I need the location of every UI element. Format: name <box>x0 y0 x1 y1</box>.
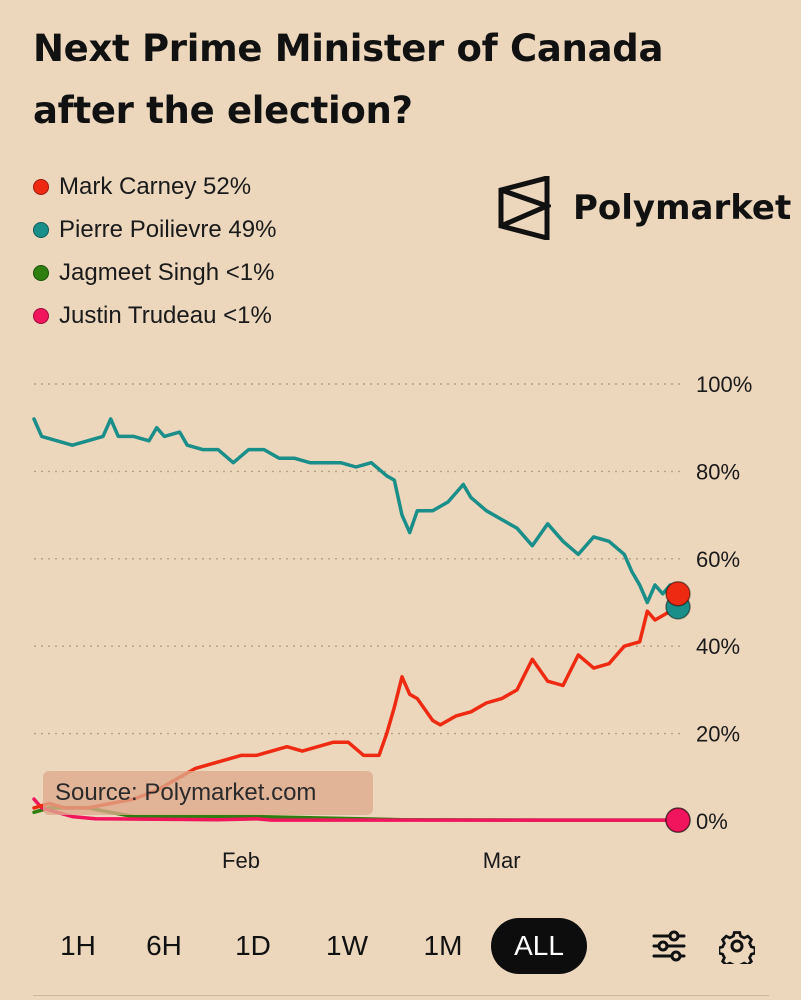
legend-label-carney: Mark Carney 52% <box>59 172 252 200</box>
y-tick-label: 100% <box>696 372 752 397</box>
chart-legend: Mark Carney 52% Pierre Poilievre 49% Jag… <box>33 165 276 337</box>
gear-icon[interactable] <box>719 928 755 964</box>
legend-dot-trudeau <box>33 307 49 324</box>
y-tick-label: 0% <box>696 809 728 834</box>
range-1m-button[interactable]: 1M <box>423 930 463 961</box>
polymarket-brand: Polymarket <box>497 176 791 240</box>
legend-item-poilievre: Pierre Poilievre 49% <box>33 208 276 251</box>
x-tick-label: Feb <box>222 848 260 873</box>
time-range-bar: 1H 6H 1D 1W 1M ALL <box>0 910 801 980</box>
y-tick-label: 20% <box>696 722 740 747</box>
brand-name: Polymarket <box>573 188 792 228</box>
legend-item-trudeau: Justin Trudeau <1% <box>33 294 276 337</box>
legend-dot-poilievre <box>33 221 49 238</box>
chart-title: Next Prime Minister of Canada after the … <box>33 27 664 132</box>
legend-label-singh: Jagmeet Singh <1% <box>59 258 275 286</box>
y-tick-label: 60% <box>696 547 740 572</box>
range-1w-button[interactable]: 1W <box>326 930 368 961</box>
sliders-icon[interactable] <box>651 928 687 964</box>
series-endpoint-trudeau <box>665 807 691 833</box>
legend-label-poilievre: Pierre Poilievre 49% <box>59 215 277 243</box>
series-line-poilievre <box>32 417 680 609</box>
series-endpoint-carney <box>665 581 691 607</box>
range-1d-button[interactable]: 1D <box>235 930 271 961</box>
range-all-button[interactable]: ALL <box>491 918 587 974</box>
y-tick-label: 80% <box>696 459 740 484</box>
legend-dot-carney <box>33 178 49 195</box>
polymarket-logo-icon <box>498 176 551 240</box>
bottom-divider <box>33 995 769 996</box>
x-tick-label: Mar <box>483 848 521 873</box>
y-tick-label: 40% <box>696 634 740 659</box>
legend-label-trudeau: Justin Trudeau <1% <box>59 301 272 329</box>
range-1h-button[interactable]: 1H <box>60 930 96 961</box>
legend-item-carney: Mark Carney 52% <box>33 165 276 208</box>
range-6h-button[interactable]: 6H <box>146 930 182 961</box>
legend-dot-singh <box>33 264 49 281</box>
source-note: Source: Polymarket.com <box>43 771 373 815</box>
legend-item-singh: Jagmeet Singh <1% <box>33 251 276 294</box>
